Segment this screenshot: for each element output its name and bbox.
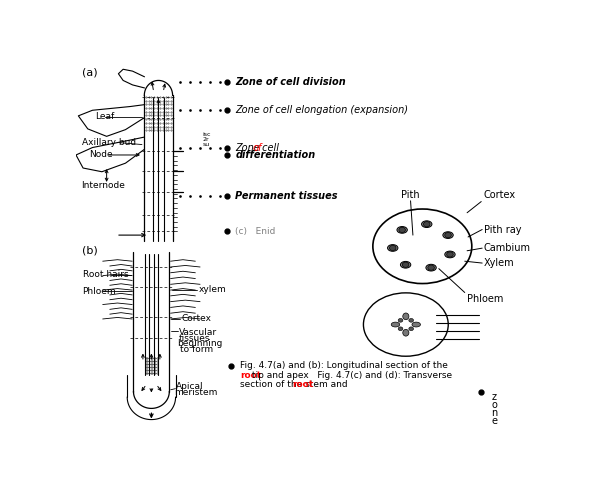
- Text: e: e: [492, 416, 497, 426]
- Ellipse shape: [387, 244, 398, 251]
- Text: Internode: Internode: [81, 182, 125, 190]
- Text: Cortex: Cortex: [181, 315, 211, 323]
- Text: beginning: beginning: [177, 339, 222, 348]
- Text: Cambium: Cambium: [483, 243, 531, 253]
- Text: Permanent tissues: Permanent tissues: [235, 191, 338, 201]
- Ellipse shape: [443, 232, 453, 239]
- Text: to form: to form: [180, 345, 213, 354]
- Text: root: root: [240, 371, 261, 380]
- Text: Phloem: Phloem: [467, 294, 503, 304]
- Circle shape: [409, 318, 413, 322]
- Text: Vascular: Vascular: [179, 328, 217, 337]
- Circle shape: [444, 232, 451, 238]
- Ellipse shape: [412, 322, 421, 327]
- Text: Pith ray: Pith ray: [483, 225, 521, 235]
- Text: Node: Node: [89, 151, 112, 159]
- Circle shape: [398, 318, 403, 322]
- Text: (a): (a): [81, 67, 97, 77]
- Text: (b): (b): [81, 245, 97, 255]
- Text: meristem: meristem: [174, 388, 218, 397]
- Circle shape: [390, 245, 396, 251]
- Text: tissues: tissues: [179, 334, 210, 343]
- Circle shape: [402, 262, 409, 267]
- Text: 2r: 2r: [202, 137, 209, 142]
- Ellipse shape: [402, 330, 409, 336]
- Text: su: su: [202, 142, 210, 147]
- Ellipse shape: [445, 251, 455, 258]
- Circle shape: [398, 327, 403, 331]
- Text: z: z: [492, 392, 497, 402]
- Ellipse shape: [391, 322, 399, 327]
- Text: root: root: [292, 380, 313, 390]
- Circle shape: [428, 265, 434, 270]
- Text: n: n: [492, 408, 498, 418]
- Text: Cortex: Cortex: [483, 190, 516, 200]
- Text: Axillary bud: Axillary bud: [82, 138, 136, 147]
- Text: o: o: [492, 400, 497, 410]
- Circle shape: [423, 222, 430, 227]
- Circle shape: [447, 252, 453, 257]
- Text: Apical: Apical: [176, 382, 204, 391]
- Ellipse shape: [401, 261, 411, 268]
- Text: Zone of cell division: Zone of cell division: [235, 77, 346, 87]
- Circle shape: [399, 227, 406, 232]
- Text: (c)   Enid: (c) Enid: [235, 227, 275, 236]
- Text: cell: cell: [259, 142, 279, 152]
- Ellipse shape: [426, 264, 437, 271]
- Text: isc: isc: [202, 132, 211, 137]
- Text: Root hairs: Root hairs: [83, 271, 128, 279]
- Text: Leaf: Leaf: [95, 112, 114, 121]
- Text: of: of: [252, 142, 261, 152]
- Text: Zone of cell elongation (expansion): Zone of cell elongation (expansion): [235, 105, 408, 115]
- Text: Phloem: Phloem: [83, 287, 116, 296]
- Text: tip and apex   Fig. 4.7(c) and (d): Transverse: tip and apex Fig. 4.7(c) and (d): Transv…: [249, 371, 452, 380]
- Text: section of the stem and: section of the stem and: [240, 380, 350, 390]
- Text: Xylem: Xylem: [483, 258, 514, 268]
- Text: Fig. 4.7(a) and (b): Longitudinal section of the: Fig. 4.7(a) and (b): Longitudinal sectio…: [240, 361, 448, 370]
- Text: differentiation: differentiation: [235, 150, 316, 160]
- Text: xylem: xylem: [198, 286, 226, 294]
- Text: Zone: Zone: [235, 142, 263, 152]
- Ellipse shape: [402, 313, 409, 320]
- Ellipse shape: [421, 221, 432, 227]
- Circle shape: [409, 327, 413, 331]
- Ellipse shape: [397, 227, 407, 233]
- Text: Pith: Pith: [401, 190, 420, 200]
